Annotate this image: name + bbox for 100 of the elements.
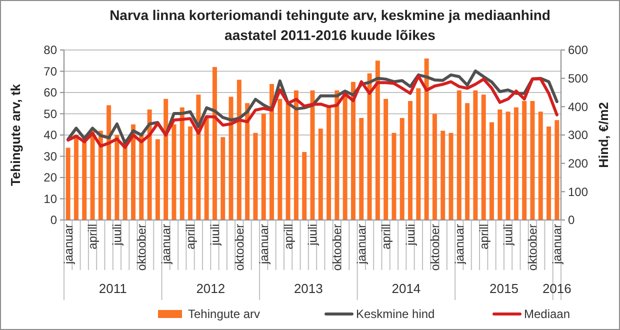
bar (318, 128, 323, 220)
bar (359, 118, 364, 220)
y2-axis-title: Hind, €/m2 (596, 102, 611, 168)
x-tick-label: jaanuar (354, 224, 369, 266)
bar (530, 101, 535, 220)
bar (245, 103, 250, 220)
x-tick-label: oktoober (428, 224, 442, 271)
x-tick-label: aprill (86, 224, 100, 250)
bar (106, 105, 112, 220)
bar (473, 90, 478, 220)
x-tick-label: oktoober (526, 224, 540, 271)
x-tick-label: juuli (110, 224, 124, 246)
bar (188, 126, 193, 220)
bar (270, 84, 274, 220)
legend-label: Keskmine hind (356, 307, 435, 322)
bar (392, 132, 396, 220)
y2-tick-label: 500 (568, 72, 588, 86)
bar (367, 73, 372, 220)
bar (456, 90, 462, 220)
bar (481, 94, 486, 220)
y-tick-label: 50 (44, 106, 58, 121)
bar (408, 101, 413, 220)
text: 2013 (294, 281, 323, 296)
bar (131, 124, 136, 220)
bar (294, 90, 298, 220)
bar (465, 103, 470, 220)
text: 2012 (196, 281, 226, 296)
y-axis-title: Tehingute arv, tk (8, 83, 23, 186)
bar (522, 101, 527, 220)
bar (546, 126, 552, 220)
bar (506, 112, 510, 220)
x-tick-label: oktoober (134, 224, 149, 271)
text: 2016 (542, 281, 572, 296)
x-tick-label: jaanuar (452, 224, 466, 266)
bar (212, 67, 217, 220)
bar (384, 98, 388, 220)
bar (98, 130, 103, 220)
y2-tick-label: 600 (568, 43, 588, 58)
x-tick-label: aprill (281, 224, 296, 250)
bar (440, 130, 446, 220)
bar (155, 139, 160, 220)
x-tick-label: jaanuar (550, 224, 564, 266)
bar (514, 107, 518, 220)
bar (538, 112, 543, 220)
y-tick-label: 60 (44, 86, 58, 100)
bar (74, 135, 78, 220)
x-tick-label: oktoober (330, 224, 344, 271)
bar (554, 120, 560, 220)
bar (302, 152, 307, 220)
bar (326, 107, 332, 220)
bar (416, 88, 421, 220)
y2-tick-label: 0 (568, 213, 575, 228)
x-tick-label: oktoober (232, 224, 246, 271)
bar (139, 135, 144, 220)
bar (228, 96, 234, 220)
bar (498, 110, 502, 220)
x-tick-label: juuli (501, 224, 516, 246)
y-tick-label: 80 (44, 43, 58, 58)
bar (180, 107, 184, 220)
bar (400, 118, 404, 220)
bar (204, 118, 209, 220)
y2-tick-label: 100 (568, 184, 588, 199)
bar (82, 141, 87, 220)
x-tick-label: juuli (403, 224, 418, 246)
bar (278, 98, 282, 220)
y-tick-label: 30 (44, 149, 58, 164)
bar (114, 135, 120, 220)
chart-title: Narva linna korteriomandi tehingute arv, keskmine ja mediaanhind aastatel 2011-2016 kuude lõikes (110, 7, 550, 43)
y2-tick-label: 400 (568, 100, 588, 114)
x-tick-label: juuli (208, 224, 222, 246)
bar (286, 103, 290, 220)
bar (147, 110, 152, 220)
legend-label: Mediaan (524, 307, 570, 322)
bar (220, 137, 226, 220)
x-tick-label: jaanuar (256, 224, 271, 266)
y-tick-label: 10 (44, 192, 58, 206)
x-tick-label: aprill (183, 224, 198, 250)
bar (432, 114, 437, 220)
x-tick-label: aprill (476, 224, 491, 250)
bar (350, 82, 356, 220)
bar (424, 58, 429, 220)
y2-tick-label: 300 (568, 128, 588, 142)
bar (66, 148, 70, 220)
bar (375, 60, 380, 220)
bar (90, 128, 95, 220)
y-tick-label: 20 (44, 170, 58, 185)
y2-tick-label: 200 (568, 156, 588, 171)
y-tick-label: 70 (44, 64, 58, 78)
legend-label: Tehingute arv (188, 307, 260, 322)
bar (490, 122, 494, 220)
bar (236, 80, 242, 220)
bar (334, 90, 340, 220)
y-tick-label: 40 (44, 128, 58, 142)
text: 2014 (392, 281, 421, 296)
text: 2015 (490, 281, 518, 296)
bar (253, 132, 258, 220)
text: 2011 (98, 281, 127, 296)
x-tick-label: jaanuar (159, 224, 174, 266)
bar (261, 114, 266, 220)
x-tick-label: juuli (306, 224, 320, 246)
